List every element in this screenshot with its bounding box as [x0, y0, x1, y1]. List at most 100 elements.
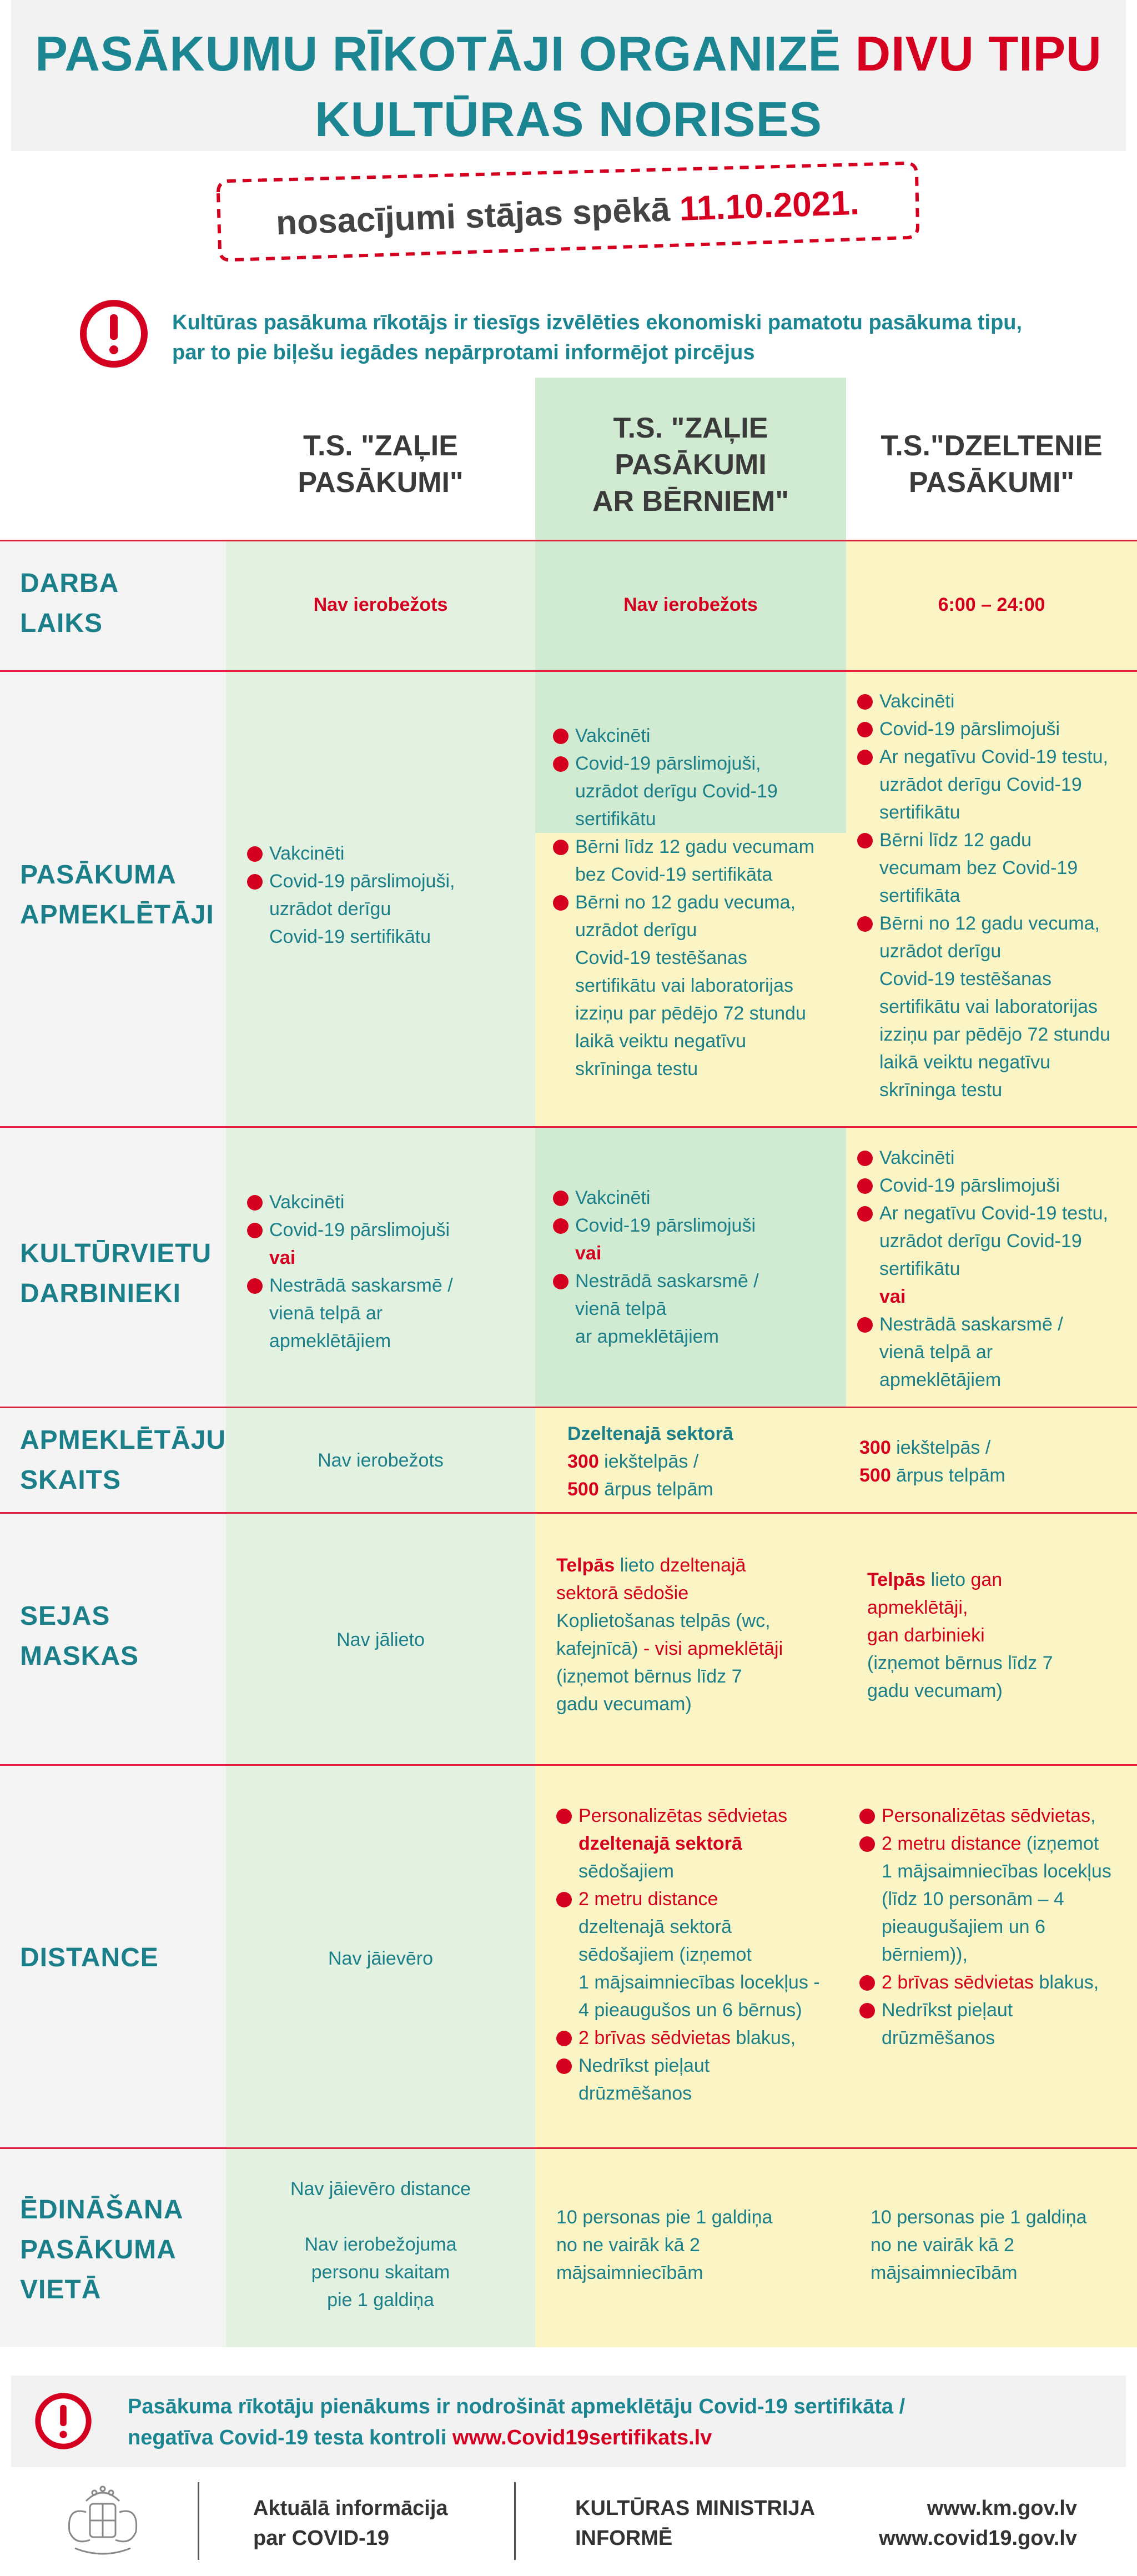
covid-url-link[interactable]: www.covid19.gov.lv	[879, 2527, 1077, 2550]
header-text: T.S. "ZAĻIE	[613, 412, 768, 444]
row-label-staff: KULTŪRVIETU DARBINIEKI	[20, 1234, 212, 1314]
row-label-distance: DISTANCE	[20, 1938, 159, 1978]
row-label-attendee-count: APMEKLĒTĀJU SKAITS	[20, 1420, 226, 1500]
list-item-cont: uzrādot derīgu Covid-19	[575, 781, 778, 802]
distance-text: Personalizētas sēdvietas	[882, 1805, 1091, 1826]
row-divider	[0, 1407, 1137, 1408]
catering-text: Nav jāievēro distance	[290, 2178, 471, 2200]
header-yellow-events: T.S."DZELTENIE PASĀKUMI"	[846, 428, 1137, 501]
list-item-cont: laikā veiktu negatīvu	[575, 1031, 747, 1052]
list-item: Nestrādā saskarsmē /	[247, 1272, 525, 1299]
header-green-events: T.S. "ZAĻIE PASĀKUMI"	[226, 428, 535, 501]
distance-yellow: Personalizētas sēdvietas, 2 metru distan…	[859, 1802, 1137, 2052]
masks-text: (izņemot bērnus līdz 7	[556, 1666, 742, 1687]
footer-info-line: Aktuālā informācija	[253, 2497, 448, 2520]
list-item-cont: bez Covid-19 sertifikāta	[575, 864, 773, 885]
footer-info-line: par COVID-19	[253, 2527, 389, 2550]
count-indoor: 300	[859, 1437, 891, 1458]
list-item-cont: apmeklētājiem	[269, 1330, 391, 1352]
hours-yellow: 6:00 – 24:00	[938, 594, 1045, 615]
count-indoor-label: iekštelpās /	[891, 1437, 991, 1458]
row-label-working-hours: DARBA LAIKS	[20, 564, 119, 644]
list-item-cont: sertifikātu	[879, 802, 960, 823]
row-divider	[0, 670, 1137, 672]
masks-text: sektorā sēdošie	[556, 1583, 689, 1604]
list-item-cont: vienā telpā ar	[269, 1303, 383, 1324]
row-divider	[0, 1126, 1137, 1128]
list-item-cont: vienā telpā ar	[879, 1342, 993, 1363]
duty-line-1: Pasākuma rīkotāju pienākums ir nodrošinā…	[128, 2395, 905, 2418]
list-item-cont: uzrādot derīgu Covid-19	[879, 774, 1082, 795]
km-url-link[interactable]: www.km.gov.lv	[927, 2497, 1077, 2520]
masks-text: (izņemot bērnus līdz 7	[867, 1653, 1053, 1674]
row-divider	[0, 1512, 1137, 1514]
label-text: DARBA	[20, 569, 119, 598]
distance-text: 2 brīvas sēdvietas	[578, 2027, 731, 2048]
list-item-cont: drūzmēšanos	[882, 2027, 995, 2048]
list-item: Covid-19 pārslimojuši	[553, 1212, 844, 1239]
footer-separator	[514, 2482, 516, 2560]
or-separator: vai	[575, 1243, 602, 1264]
list-item-cont: izziņu par pēdējo 72 stundu	[575, 1003, 806, 1024]
masks-yellow: Telpās lieto gan apmeklētāji, gan darbin…	[867, 1566, 1128, 1705]
header-text: PASĀKUMI	[615, 449, 767, 481]
masks-text: apmeklētāji,	[867, 1597, 968, 1618]
kids-header-green	[535, 378, 846, 542]
list-item-cont: izziņu par pēdējo 72 stundu	[879, 1024, 1110, 1045]
list-item-cont: sertifikāta	[879, 885, 960, 906]
list-item-cont: vienā telpā	[575, 1298, 667, 1319]
list-item: Nestrādā saskarsmē /	[553, 1267, 844, 1295]
list-item-cont: laikā veiktu negatīvu	[879, 1052, 1051, 1073]
label-text: PASĀKUMA	[20, 860, 177, 890]
label-text: MASKAS	[20, 1641, 139, 1671]
list-item-cont: Covid-19 sertifikātu	[269, 926, 431, 947]
count-outdoor: 500	[567, 1479, 599, 1500]
or-separator: vai	[879, 1286, 906, 1307]
list-item: Vakcinēti	[857, 1144, 1135, 1172]
certificate-link[interactable]: www.Covid19sertifikats.lv	[452, 2426, 712, 2449]
organizer-duty-notice: Pasākuma rīkotāju pienākums ir nodrošinā…	[11, 2376, 1126, 2467]
green-column-bg	[226, 540, 535, 2347]
list-item: Nestrādā saskarsmē /	[857, 1310, 1135, 1338]
list-item: 2 metru distance	[556, 1885, 845, 1913]
list-item-cont: uzrādot derīgu	[575, 920, 697, 941]
label-text: DISTANCE	[20, 1943, 159, 1972]
list-item: Bērni līdz 12 gadu	[857, 826, 1135, 854]
row-label-attendees: PASĀKUMA APMEKLĒTĀJI	[20, 855, 214, 935]
title-banner: PASĀKUMU RĪKOTĀJI ORGANIZĒ DIVU TIPU KUL…	[11, 0, 1126, 151]
row-label-catering: ĒDINĀŠANA PASĀKUMA VIETĀ	[20, 2190, 183, 2310]
info-notice: Kultūras pasākuma rīkotājs ir tiesīgs iz…	[78, 298, 1133, 375]
list-item-cont: 1 mājsaimniecības locekļus	[882, 1861, 1111, 1882]
catering-text: mājsaimniecībām	[871, 2262, 1018, 2283]
masks-text: lieto	[615, 1555, 660, 1576]
list-item-cont: ar apmeklētājiem	[575, 1326, 719, 1347]
staff-green: Vakcinēti Covid-19 pārslimojuši vai Nest…	[247, 1188, 525, 1355]
distance-text: blakus,	[731, 2027, 796, 2048]
list-item: Bērni no 12 gadu vecuma,	[553, 888, 844, 916]
kids-green-block-2	[535, 1127, 846, 1408]
list-item-cont: Covid-19 testēšanas	[575, 947, 747, 968]
label-column-bg	[0, 540, 226, 2347]
list-item: Vakcinēti	[553, 722, 844, 750]
list-item-cont: sēdošajiem	[578, 1861, 674, 1882]
list-item-cont: uzrādot derīgu	[269, 898, 391, 920]
ministry-line: INFORMĒ	[575, 2527, 673, 2550]
catering-text: no ne vairāk kā 2	[556, 2234, 700, 2256]
count-yellow: 300 iekštelpās / 500 ārpus telpām	[859, 1434, 1126, 1489]
label-text: SEJAS	[20, 1601, 110, 1631]
row-divider	[0, 540, 1137, 541]
list-item: 2 brīvas sēdvietas blakus,	[859, 1969, 1137, 1996]
distance-text: 2 brīvas sēdvietas	[882, 1972, 1034, 1993]
list-item-cont: dzeltenajā sektorā	[578, 1833, 742, 1854]
list-item-cont: sertifikātu vai laboratorijas	[879, 996, 1098, 1017]
attendees-green: Vakcinēti Covid-19 pārslimojuši, uzrādot…	[247, 840, 525, 951]
row-divider	[0, 2147, 1137, 2149]
list-item: Ar negatīvu Covid-19 testu,	[857, 1199, 1135, 1227]
masks-text: Telpās	[867, 1569, 926, 1590]
distance-text: blakus,	[1034, 1972, 1099, 1993]
list-item-cont: skrīninga testu	[879, 1079, 1003, 1101]
label-text: ĒDINĀŠANA	[20, 2195, 184, 2225]
list-item-cont: drūzmēšanos	[578, 2083, 692, 2104]
effective-date-banner: nosacījumi stājas spēkā 11.10.2021.	[214, 160, 922, 271]
masks-text: lieto	[925, 1569, 971, 1590]
